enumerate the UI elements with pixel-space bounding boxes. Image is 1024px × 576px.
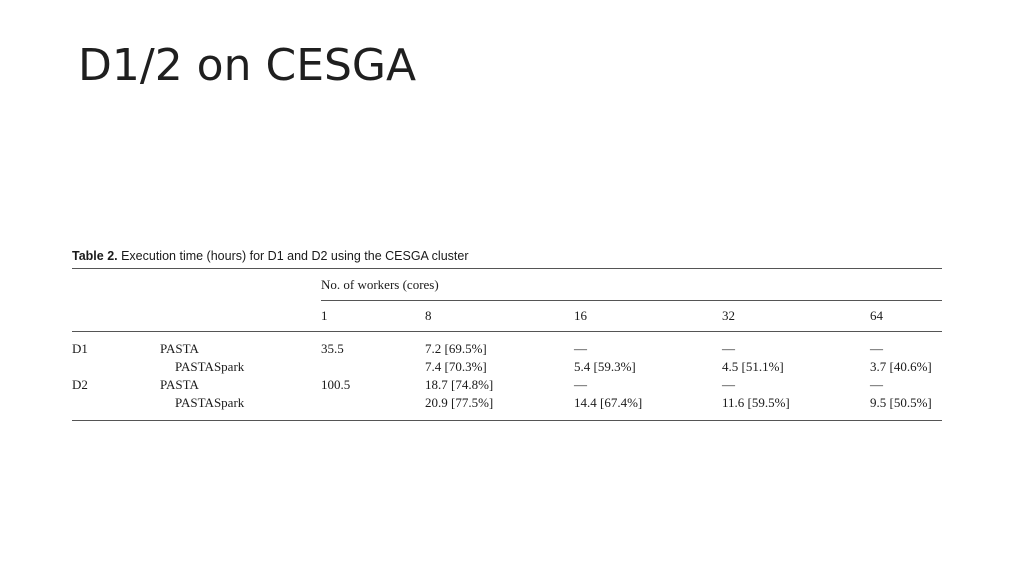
table-cell: 3.7 [40.6%] <box>870 359 932 374</box>
table-cell <box>321 394 425 421</box>
column-header: 64 <box>870 308 883 323</box>
table-cell: 20.9 [77.5%] <box>425 395 494 410</box>
table-row: D2 PASTA 100.5 18.7 [74.8%] — — — <box>72 376 942 394</box>
table-row: D1 PASTA 35.5 7.2 [69.5%] — — — <box>72 332 942 359</box>
table-figure: Table 2. Execution time (hours) for D1 a… <box>72 246 943 421</box>
dataset-cell: D1 <box>72 341 88 356</box>
method-cell: PASTASpark <box>175 395 245 410</box>
execution-time-table: No. of workers (cores) 1 8 16 32 64 D1 P… <box>72 268 943 421</box>
dataset-cell: D2 <box>72 377 88 392</box>
table-cell: — <box>870 341 883 356</box>
column-header: 8 <box>425 308 432 323</box>
column-header: 16 <box>574 308 587 323</box>
table-row: PASTASpark 20.9 [77.5%] 14.4 [67.4%] 11.… <box>72 394 942 421</box>
method-cell: PASTASpark <box>175 359 245 374</box>
table-caption: Table 2. Execution time (hours) for D1 a… <box>72 246 942 268</box>
dataset-cell <box>72 358 160 376</box>
table-cell: 9.5 [50.5%] <box>870 395 932 410</box>
method-cell: PASTA <box>160 377 199 392</box>
table-caption-label: Table 2. <box>72 249 118 263</box>
table-cell: 7.4 [70.3%] <box>425 359 487 374</box>
table-row: PASTASpark 7.4 [70.3%] 5.4 [59.3%] 4.5 [… <box>72 358 942 376</box>
table-caption-text: Execution time (hours) for D1 and D2 usi… <box>117 249 469 263</box>
table-cell: 4.5 [51.1%] <box>722 359 784 374</box>
table-cell: — <box>574 341 587 356</box>
column-header: 1 <box>321 308 328 323</box>
table-cell: 7.2 [69.5%] <box>425 341 487 356</box>
table-cell: 5.4 [59.3%] <box>574 359 636 374</box>
table-cell: 18.7 [74.8%] <box>425 377 494 392</box>
table-cell: 11.6 [59.5%] <box>722 395 790 410</box>
table-cell: — <box>870 377 883 392</box>
table-cell: 14.4 [67.4%] <box>574 395 643 410</box>
column-header: 32 <box>722 308 735 323</box>
table-cell: — <box>574 377 587 392</box>
table-cell: — <box>722 341 735 356</box>
workers-group-header: No. of workers (cores) <box>321 268 943 301</box>
table-group-header-row: No. of workers (cores) <box>72 268 943 301</box>
table-cell: 35.5 <box>321 341 344 356</box>
table-cell: — <box>722 377 735 392</box>
table-cores-header-row: 1 8 16 32 64 <box>72 301 943 332</box>
dataset-cell <box>72 394 160 421</box>
slide-title: D1/2 on CESGA <box>78 40 417 91</box>
table-cell: 100.5 <box>321 377 351 392</box>
method-cell: PASTA <box>160 341 199 356</box>
table-cell <box>321 358 425 376</box>
